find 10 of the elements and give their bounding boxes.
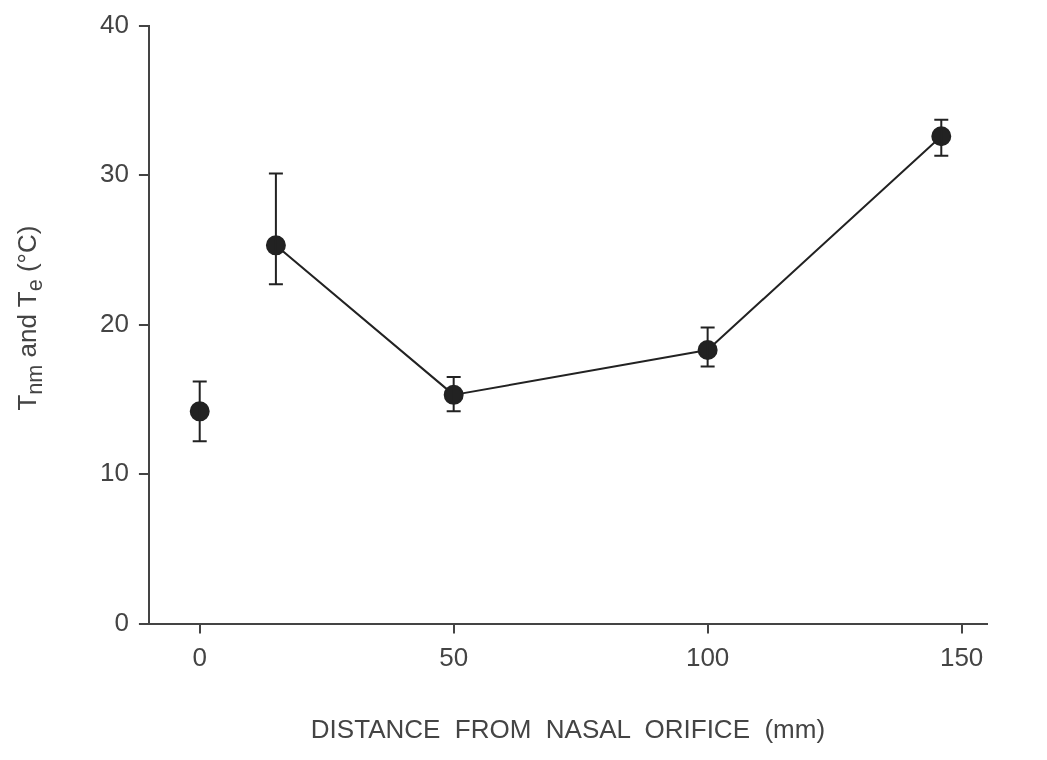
x-tick-label: 0 [192, 642, 207, 673]
y-tick-label: 40 [100, 8, 129, 39]
x-tick-label: 50 [439, 642, 469, 673]
x-axis-title: DISTANCE FROM NASAL ORIFICE (mm) [310, 713, 826, 744]
y-tick-label: 20 [100, 307, 129, 338]
x-tick-label: 150 [939, 642, 984, 673]
y-tick-label: 0 [114, 606, 129, 637]
y-tick-label: 30 [100, 158, 129, 189]
y-tick-label: 10 [100, 457, 129, 488]
x-tick-label: 100 [685, 642, 730, 673]
